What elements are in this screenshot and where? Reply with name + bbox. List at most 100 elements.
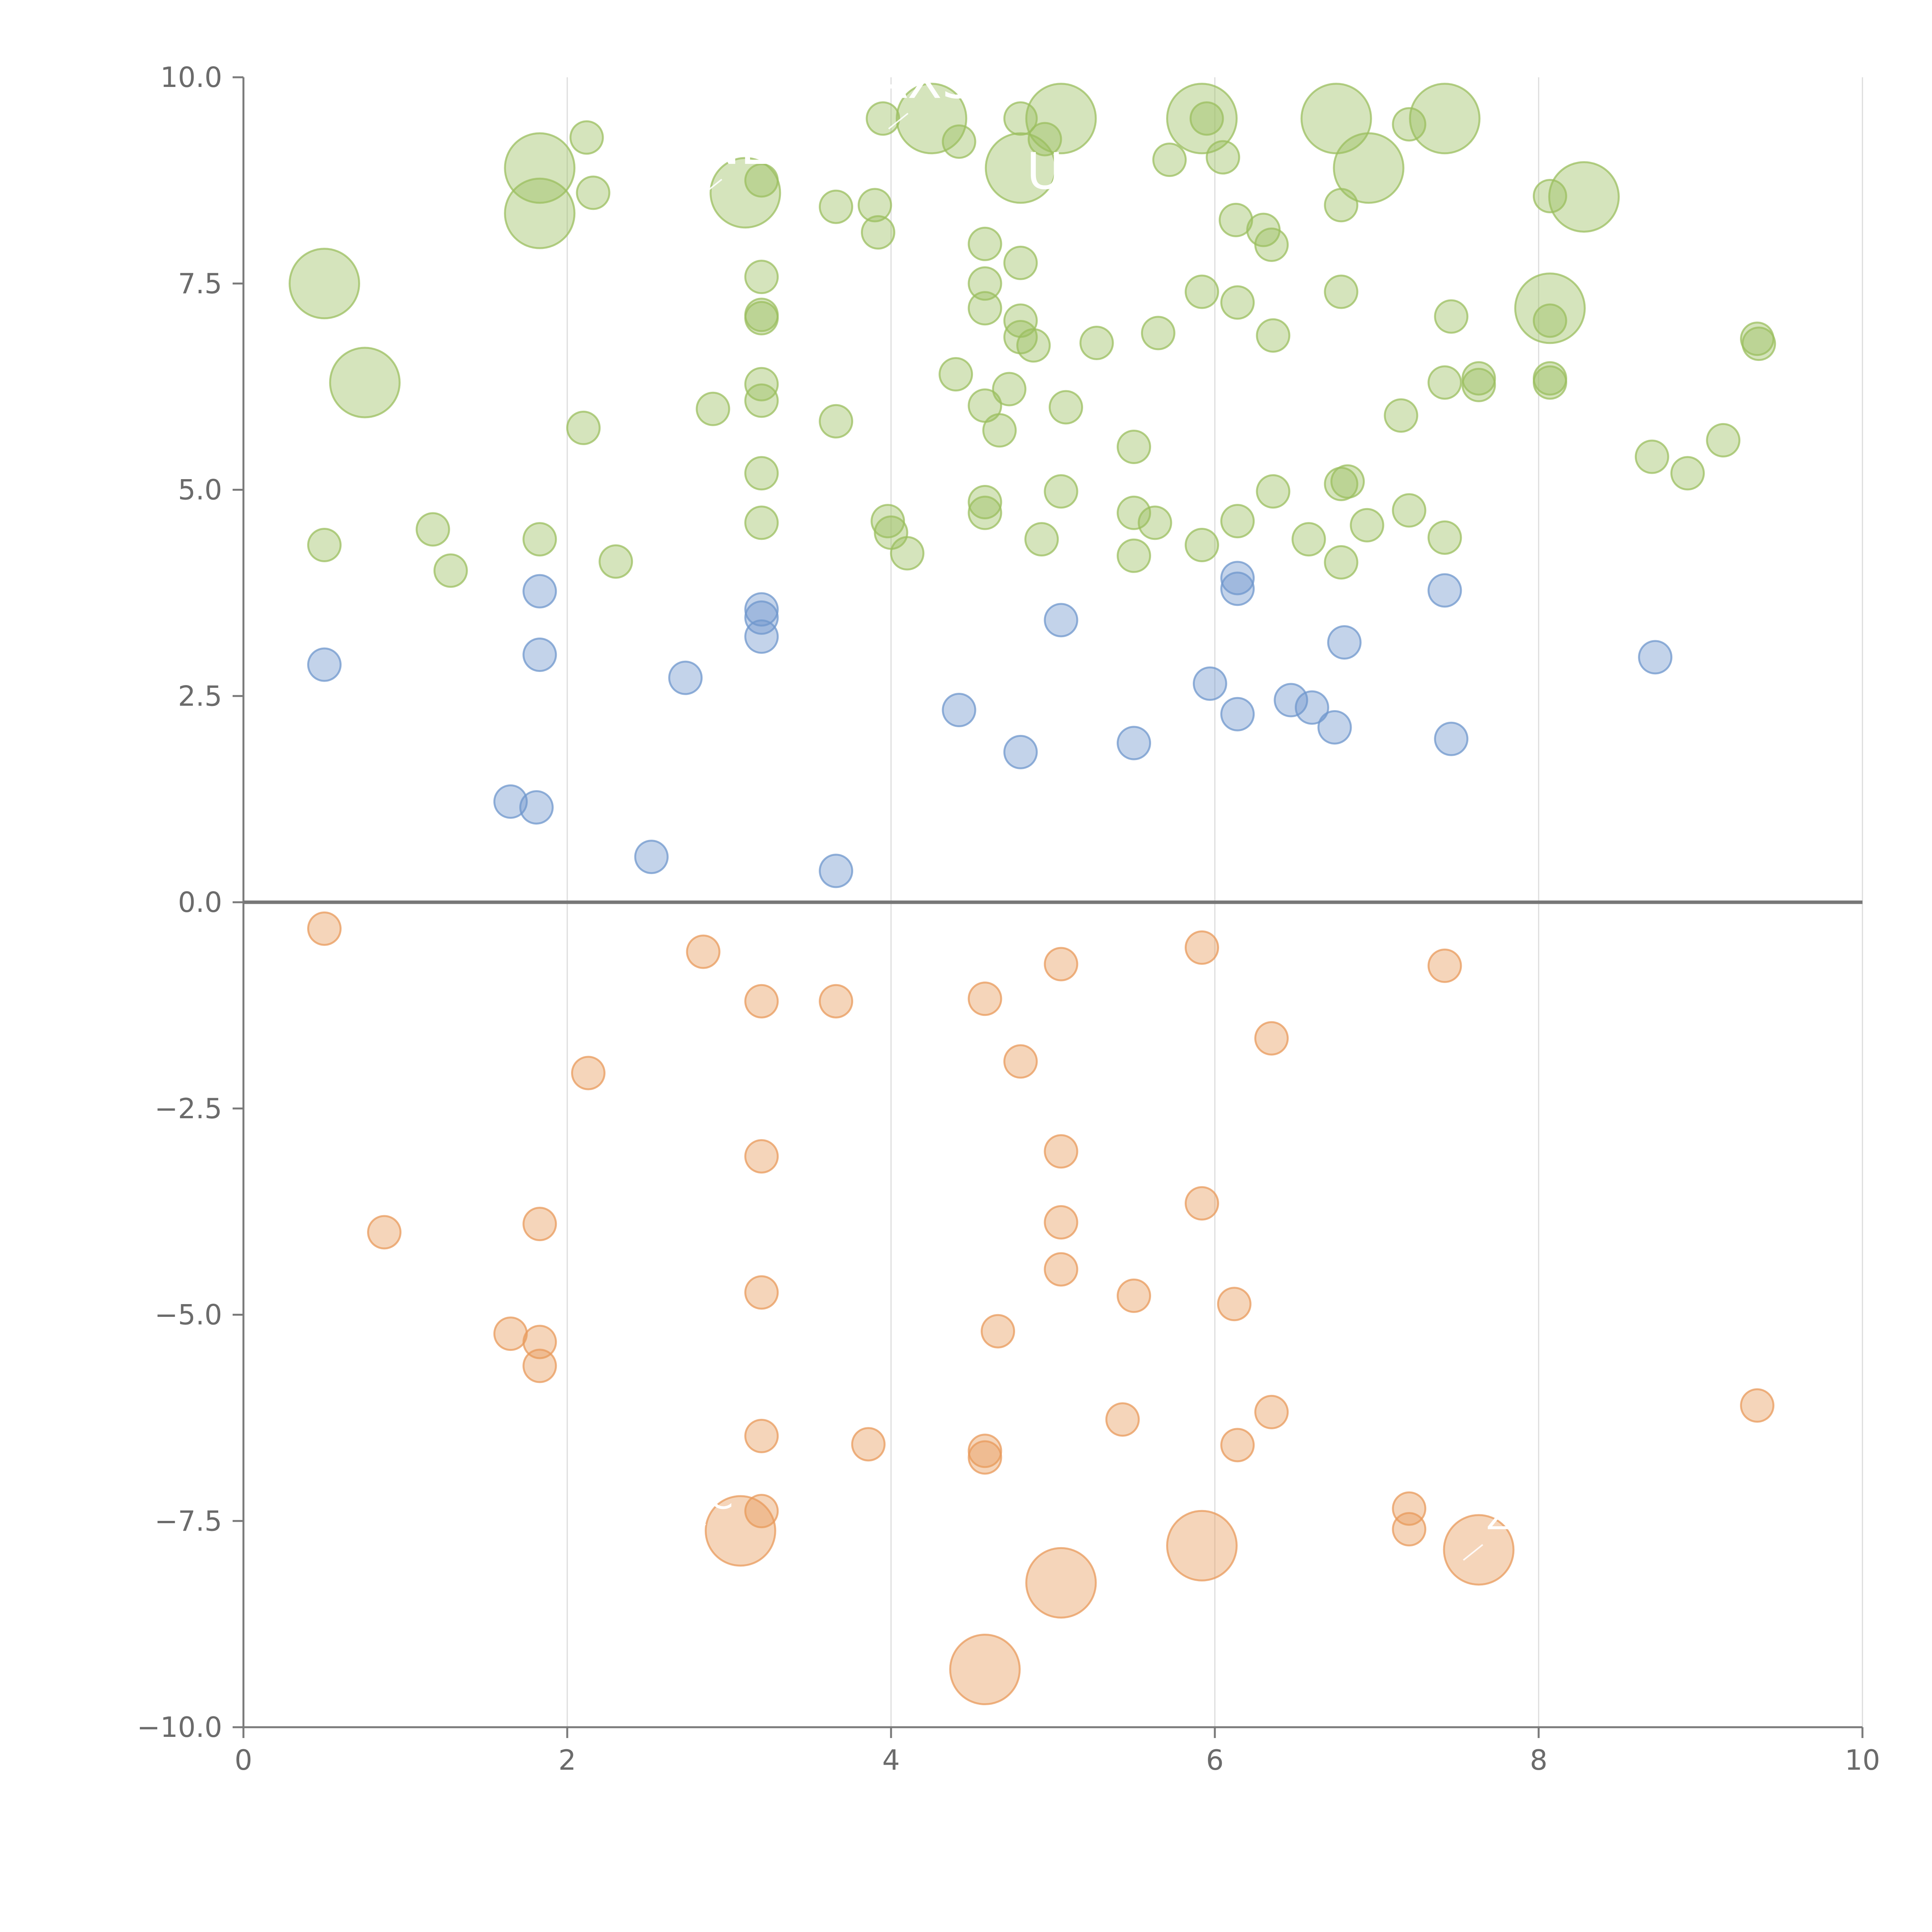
green-point-33: [744, 260, 779, 294]
x-tick-label: 8: [1530, 1744, 1548, 1776]
orange-point-29: [1220, 1428, 1255, 1463]
orange-point-25: [1117, 1278, 1151, 1313]
green-point-62: [1049, 390, 1083, 425]
data-points: [289, 83, 1776, 1706]
blue-point-6: [668, 660, 703, 695]
orange-point-28: [1217, 1287, 1252, 1321]
green-point-89: [1138, 505, 1172, 540]
blue-point-20: [1294, 690, 1329, 725]
green-point-95: [1330, 464, 1365, 499]
green-point-58: [939, 357, 973, 392]
green-point-90: [1184, 528, 1219, 563]
y-tick-label: 0.0: [178, 886, 222, 918]
green-point-16: [744, 163, 779, 198]
green-point-85: [1024, 522, 1059, 557]
x-tick-label: 4: [882, 1744, 900, 1776]
orange-point-19: [1003, 1044, 1038, 1079]
orange-point-38: [1025, 1547, 1097, 1619]
green-point-42: [1016, 328, 1051, 363]
green-point-86: [1044, 474, 1078, 509]
blue-point-15: [1192, 666, 1227, 701]
blue-point-10: [819, 854, 854, 888]
orange-point-4: [522, 1349, 557, 1383]
green-point-24: [1152, 143, 1187, 177]
green-point-17: [819, 189, 854, 224]
blue-point-11: [942, 693, 976, 728]
blue-point-23: [1427, 573, 1462, 608]
green-point-37: [968, 266, 1002, 301]
green-point-45: [1184, 274, 1219, 309]
blue-point-0: [307, 647, 342, 682]
green-point-63: [1117, 429, 1151, 464]
green-point-27: [1218, 202, 1253, 237]
green-point-2: [504, 132, 576, 204]
green-point-74: [415, 512, 450, 547]
green-point-56: [566, 410, 601, 445]
orange-point-36: [704, 1495, 776, 1567]
green-point-64: [1384, 398, 1418, 433]
green-point-46: [1220, 285, 1255, 320]
orange-point-27: [1184, 1186, 1219, 1221]
blue-point-1: [493, 784, 528, 819]
blue-point-7: [744, 592, 779, 627]
orange-point-20: [1044, 947, 1078, 981]
blue-point-22: [1327, 625, 1362, 660]
green-point-36: [968, 226, 1002, 261]
blue-point-19: [1274, 683, 1308, 718]
green-point-98: [1392, 493, 1427, 528]
green-point-76: [522, 522, 557, 557]
green-point-15: [576, 175, 611, 210]
green-point-70: [1634, 439, 1669, 474]
green-point-69: [1532, 365, 1567, 400]
green-point-72: [1706, 423, 1741, 457]
y-tick-label: −2.5: [155, 1092, 222, 1125]
annotation-leader-0: [888, 112, 909, 129]
orange-point-2: [493, 1316, 528, 1351]
axes: 10.0 7.5 5.0 2.5 0.0 −2.5 −5.0 −7.5 −10.0 0 2 4 6 8 10: [137, 61, 1880, 1776]
orange-point-0: [307, 911, 342, 946]
green-point-79: [744, 505, 779, 540]
annotation-label-4: Z: [1486, 1497, 1510, 1538]
green-point-1: [329, 347, 401, 418]
y-tick-label: −10.0: [137, 1711, 222, 1743]
y-tick-label: −7.5: [155, 1505, 222, 1537]
green-point-0: [289, 248, 360, 320]
green-point-44: [1141, 316, 1175, 350]
green-point-19: [861, 215, 895, 250]
green-point-23: [1027, 122, 1062, 156]
y-tick-label: 10.0: [160, 61, 222, 94]
annotation-label-5: C: [709, 1476, 733, 1517]
green-point-75: [433, 553, 468, 588]
green-point-11: [1409, 83, 1481, 155]
green-point-13: [1548, 161, 1620, 233]
orange-point-18: [981, 1314, 1015, 1349]
orange-point-35: [1740, 1388, 1775, 1423]
green-point-49: [1434, 299, 1469, 334]
orange-point-14: [851, 1427, 886, 1462]
green-point-32: [1532, 179, 1567, 213]
annotation-label-1: NE: [702, 117, 772, 176]
green-point-48: [1324, 274, 1359, 309]
orange-point-32: [1392, 1491, 1427, 1526]
green-point-91: [1220, 504, 1255, 539]
green-point-21: [942, 124, 976, 159]
orange-point-9: [744, 1139, 779, 1174]
orange-point-10: [744, 1275, 779, 1310]
blue-point-16: [1220, 561, 1255, 595]
blue-point-2: [519, 790, 554, 825]
green-point-53: [696, 391, 730, 426]
green-point-38: [968, 291, 1002, 326]
annotation-leader-3: [1371, 298, 1391, 315]
green-point-82: [890, 536, 925, 571]
green-point-61: [992, 372, 1027, 406]
orange-point-22: [1044, 1205, 1078, 1240]
annotation-label-0: AXS: [873, 51, 974, 110]
green-point-3: [504, 177, 576, 249]
green-point-92: [1256, 474, 1291, 509]
orange-point-6: [571, 1056, 605, 1090]
blue-point-14: [1117, 726, 1151, 760]
green-point-8: [1166, 83, 1238, 155]
orange-point-37: [949, 1634, 1021, 1706]
